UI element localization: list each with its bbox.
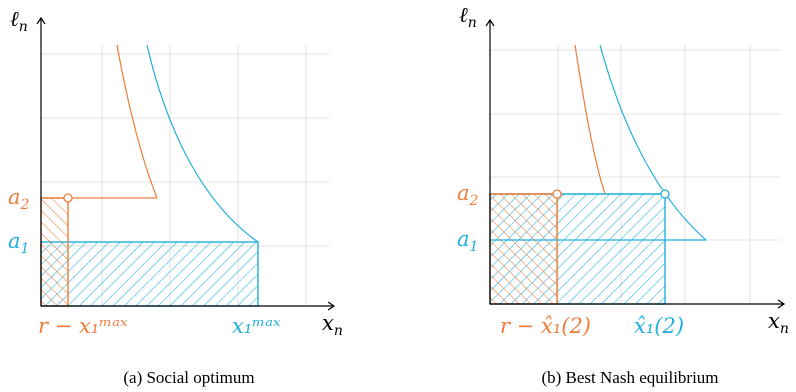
orange-curve-a xyxy=(116,44,158,199)
caption-b: (b) Best Nash equilibrium xyxy=(541,368,718,387)
level-a1-label-b: a1 xyxy=(457,227,478,255)
x-axis-label-b: xn xyxy=(768,309,789,337)
orange-point-a xyxy=(63,193,73,203)
tick-label-cyan-b: x̂₁(2) xyxy=(634,314,684,338)
level-a1-label-a: a1 xyxy=(8,229,29,257)
axes-a xyxy=(36,16,336,311)
panel-a: ℓn xn a2 a1 r − x₁ᵐᵃˣ x₁ᵐᵃˣ (a) Social o… xyxy=(8,7,343,387)
cyan-hatch-region-a xyxy=(40,241,259,307)
orange-hatch-region-a xyxy=(40,197,69,307)
grid-a xyxy=(41,44,330,306)
axes-b xyxy=(485,18,786,309)
y-axis-label-b: ℓn xyxy=(459,3,477,31)
tick-label-orange-a: r − x₁ᵐᵃˣ xyxy=(38,314,128,338)
caption-a: (a) Social optimum xyxy=(123,368,254,387)
tick-label-cyan-a: x₁ᵐᵃˣ xyxy=(232,314,281,338)
orange-point-b xyxy=(552,189,562,199)
x-axis-label-a: xn xyxy=(322,311,343,339)
y-axis-label-a: ℓn xyxy=(10,7,28,35)
panel-b: ℓn xn a2 a1 r − x̂₁(2) x̂₁(2) (b) Best N… xyxy=(457,3,789,387)
tick-label-orange-b: r − x̂₁(2) xyxy=(500,314,591,338)
orange-hatch-region-b xyxy=(489,193,558,305)
cyan-curve-b xyxy=(599,44,707,241)
cyan-curve-a xyxy=(146,44,259,243)
level-a2-label-a: a2 xyxy=(8,185,30,213)
cyan-point-b xyxy=(660,189,670,199)
orange-curve-b xyxy=(574,44,606,195)
level-a2-label-b: a2 xyxy=(457,181,479,209)
